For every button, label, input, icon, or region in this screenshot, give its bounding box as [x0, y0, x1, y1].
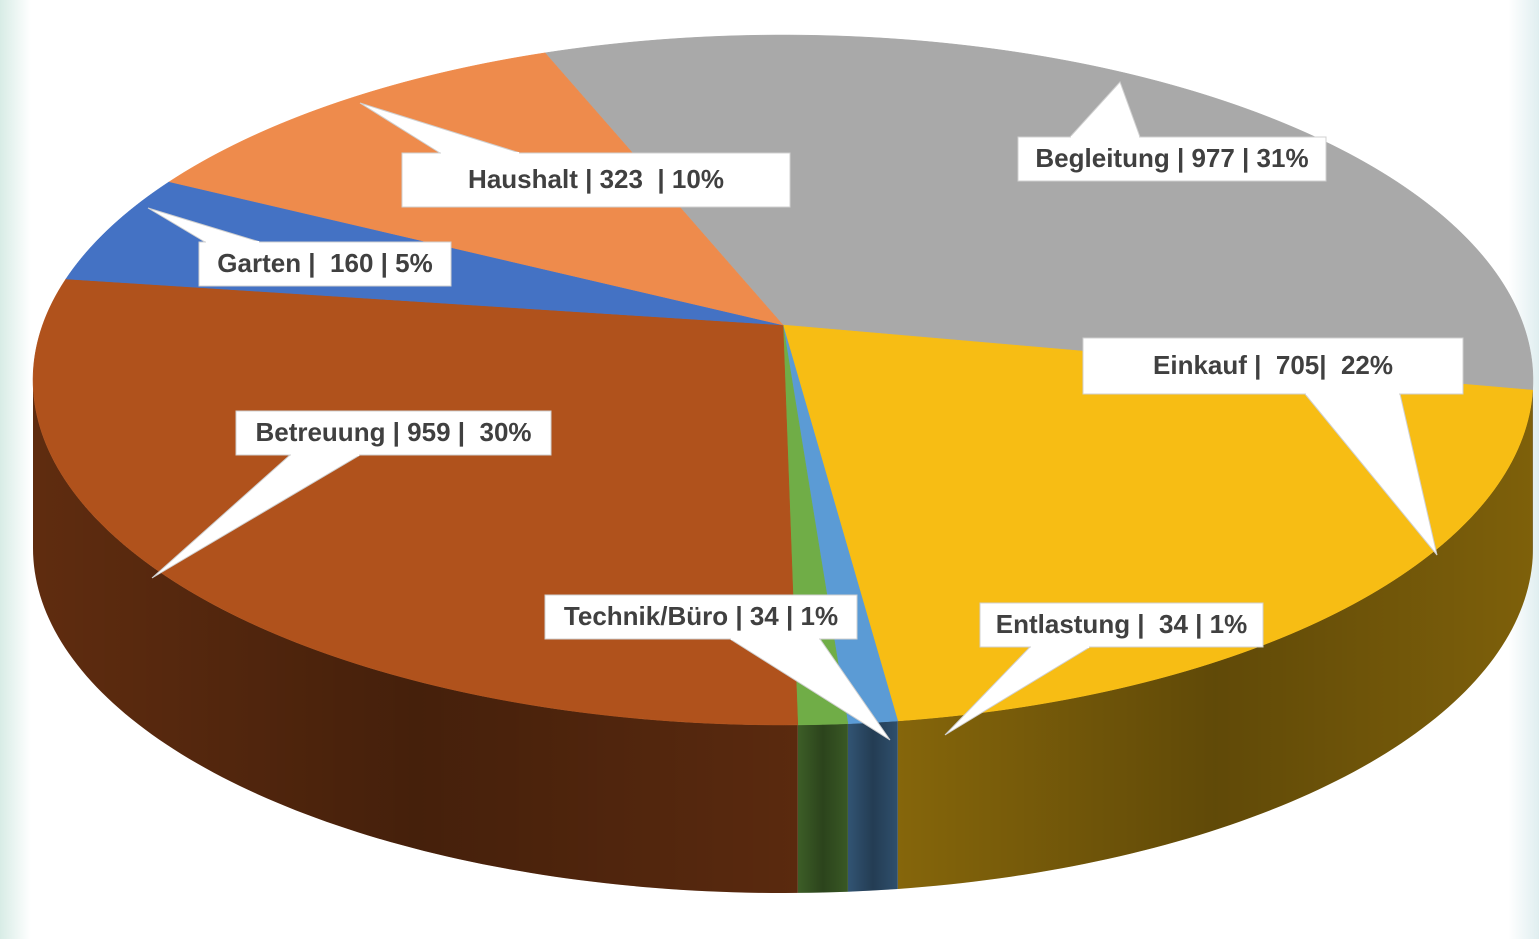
data-label: Garten | 160 | 5% — [217, 248, 432, 278]
label-box-join — [206, 241, 259, 244]
slice-side-shade — [33, 380, 798, 893]
label-box — [235, 410, 552, 456]
label-box-join — [1031, 645, 1089, 648]
data-label: Betreuung | 959 | 30% — [255, 417, 531, 447]
data-label: Begleitung | 977 | 31% — [1035, 143, 1308, 173]
label-box-join — [441, 152, 519, 155]
label-box-join — [731, 637, 819, 640]
label-box — [1082, 337, 1464, 395]
slice-side-shade — [797, 723, 848, 893]
label-box-join — [1071, 136, 1139, 139]
data-label: Entlastung | 34 | 1% — [996, 609, 1248, 639]
label-box-join — [291, 453, 359, 456]
data-label: Haushalt | 323 | 10% — [468, 164, 724, 194]
data-label: Einkauf | 705| 22% — [1153, 350, 1393, 380]
label-box — [1017, 136, 1327, 182]
data-label: Technik/Büro | 34 | 1% — [564, 601, 838, 631]
label-box-join — [1306, 392, 1399, 395]
slice-side-shade — [897, 390, 1533, 889]
label-box — [198, 241, 452, 287]
label-box — [401, 152, 791, 208]
label-box — [544, 594, 858, 640]
slice — [544, 34, 1534, 391]
slice-side-shade — [847, 720, 898, 892]
label-box — [979, 602, 1264, 648]
